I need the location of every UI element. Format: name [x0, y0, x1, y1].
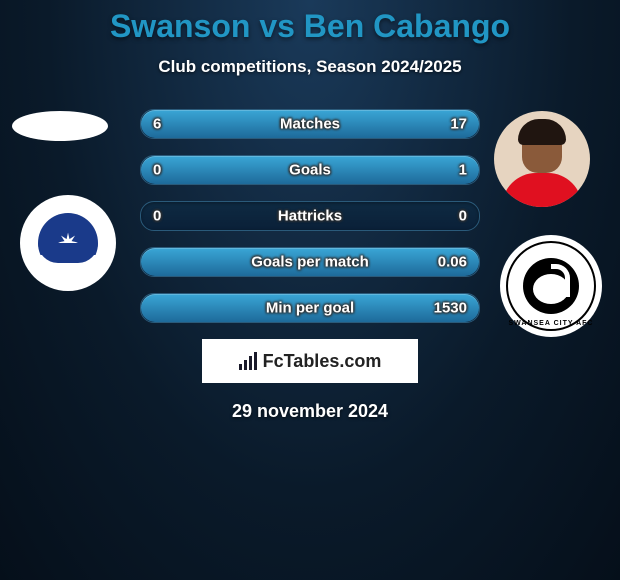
page-title: Swanson vs Ben Cabango [0, 0, 620, 45]
crescent-icon [38, 255, 98, 275]
player-right-avatar [494, 111, 590, 207]
bar-value-right: 0 [459, 208, 467, 225]
bar-value-right: 0.06 [438, 254, 467, 271]
player-left-avatar [12, 111, 108, 141]
stat-bar: 6Matches17 [140, 109, 480, 139]
stat-bar: Min per goal1530 [140, 293, 480, 323]
club-left-badge: ✷ [20, 195, 116, 291]
bar-label: Matches [141, 116, 479, 133]
bar-value-right: 1 [459, 162, 467, 179]
bar-value-right: 17 [450, 116, 467, 133]
branding-badge: FcTables.com [202, 339, 418, 383]
bar-label: Min per goal [141, 300, 479, 317]
stat-bar: 0Goals1 [140, 155, 480, 185]
page-subtitle: Club competitions, Season 2024/2025 [0, 57, 620, 77]
bar-value-right: 1530 [434, 300, 467, 317]
swan-icon [523, 258, 579, 314]
club-right-text: SWANSEA CITY AFC [509, 320, 594, 327]
comparison-content: ✷ SWANSEA CITY AFC 6Matches170Goals10Hat… [0, 109, 620, 422]
date-text: 29 november 2024 [0, 401, 620, 422]
stat-bar: Goals per match0.06 [140, 247, 480, 277]
bar-label: Goals per match [141, 254, 479, 271]
stat-bars: 6Matches170Goals10Hattricks0Goals per ma… [140, 109, 480, 323]
branding-text: FcTables.com [263, 351, 382, 372]
chart-icon [239, 352, 257, 370]
club-right-badge: SWANSEA CITY AFC [500, 235, 602, 337]
stat-bar: 0Hattricks0 [140, 201, 480, 231]
bar-label: Hattricks [141, 208, 479, 225]
bar-label: Goals [141, 162, 479, 179]
